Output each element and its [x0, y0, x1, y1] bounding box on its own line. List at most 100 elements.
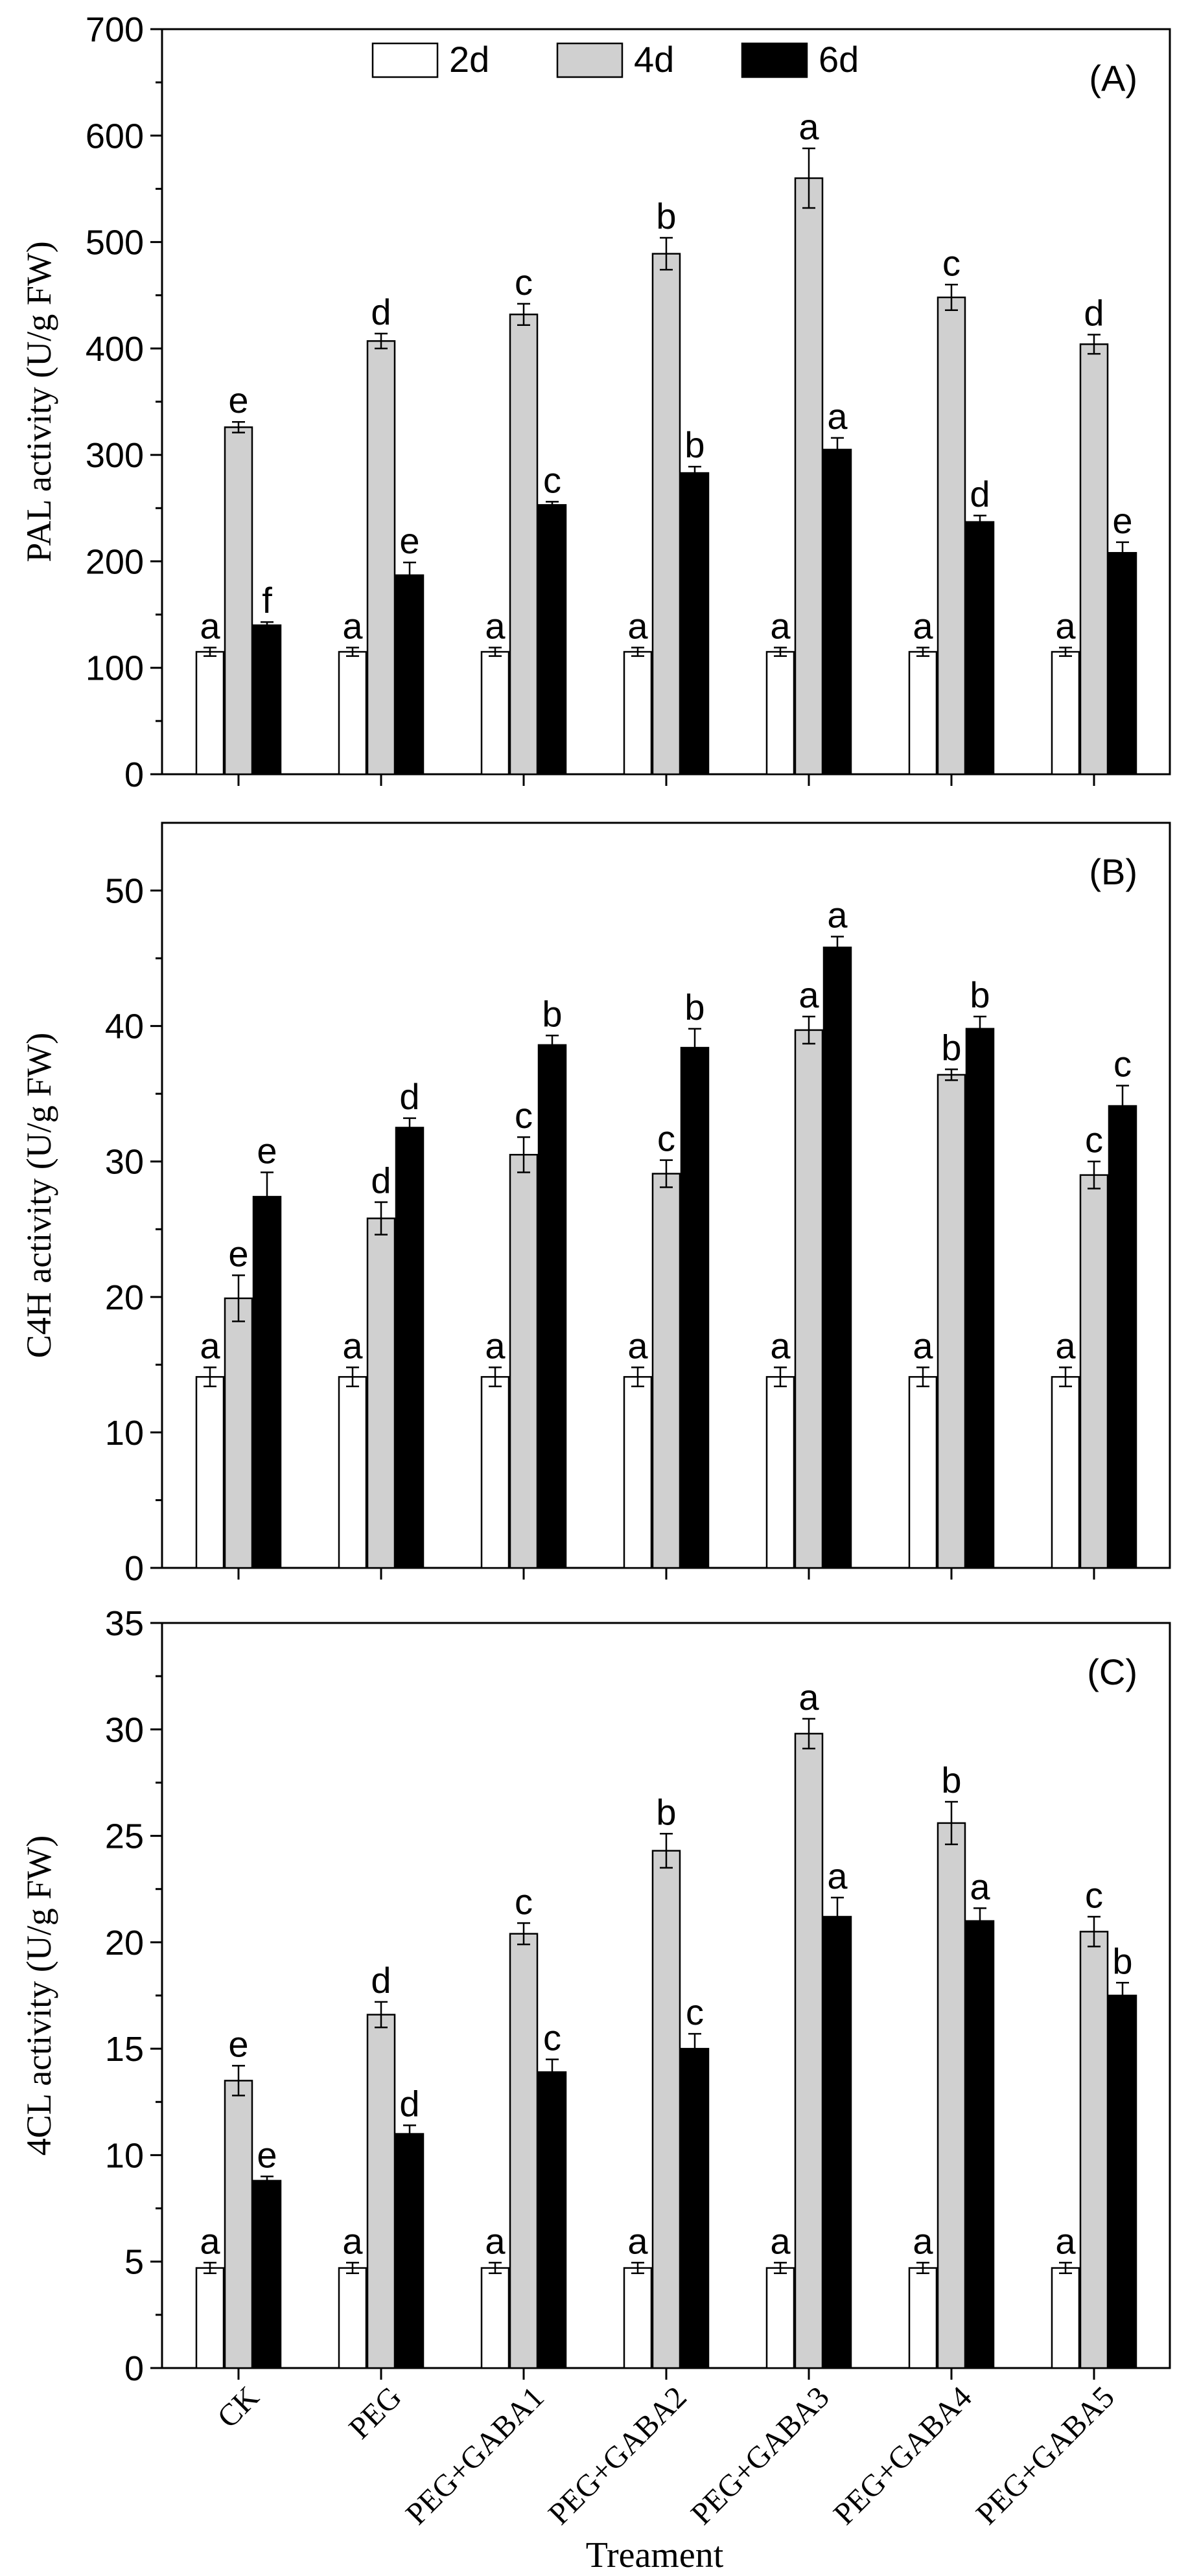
significance-letter: d: [399, 1076, 419, 1117]
bar-4d-peg-gaba3: [794, 1029, 824, 1569]
bar-6d-peg: [395, 2133, 425, 2369]
significance-letter: c: [1085, 1120, 1103, 1160]
y-tick-label: 40: [105, 1007, 144, 1046]
legend-label-2d: 2d: [449, 39, 489, 80]
significance-letter: c: [515, 262, 533, 303]
bar-4d-peg-gaba1: [509, 1933, 539, 2369]
significance-letter: a: [770, 2220, 791, 2261]
bar-6d-peg: [395, 574, 425, 776]
bar-2d-ck: [195, 2267, 225, 2369]
bar-6d-peg-gaba5: [1108, 552, 1137, 776]
x-category-label: PEG+GABA4: [827, 2380, 979, 2531]
bar-2d-peg-gaba2: [623, 2267, 653, 2369]
legend-swatch-6d: [741, 42, 808, 78]
bar-6d-ck: [252, 2179, 282, 2369]
bar-6d-peg-gaba2: [680, 472, 710, 776]
bar-2d-ck: [195, 650, 225, 776]
significance-letter: a: [342, 1326, 363, 1366]
bar-2d-peg: [338, 1375, 367, 1569]
bar-2d-peg-gaba3: [765, 650, 795, 776]
bar-6d-peg-gaba1: [537, 1044, 567, 1569]
bar-4d-peg-gaba2: [651, 1173, 681, 1569]
bar-2d-peg-gaba4: [908, 1375, 938, 1569]
bar-6d-peg-gaba4: [965, 1028, 995, 1569]
bar-4d-peg-gaba4: [937, 296, 966, 776]
y-tick-label: 10: [105, 1414, 144, 1453]
y-tick-label: 30: [105, 1143, 144, 1182]
significance-letter: a: [485, 1326, 506, 1366]
x-category-label: PEG+GABA2: [542, 2380, 693, 2531]
significance-letter: a: [827, 396, 848, 437]
y-axis-title: 4CL activity (U/g FW): [19, 1835, 58, 2156]
significance-letter: a: [827, 895, 848, 936]
significance-letter: a: [200, 2220, 220, 2261]
significance-letter: a: [1055, 1326, 1076, 1366]
significance-letter: a: [798, 974, 819, 1015]
significance-letter: d: [1084, 293, 1104, 334]
y-tick-label: 5: [124, 2243, 144, 2282]
significance-letter: a: [770, 1326, 791, 1366]
y-tick-label: 100: [86, 649, 144, 688]
x-category-label: PEG: [342, 2380, 408, 2446]
bar-2d-peg-gaba2: [623, 650, 653, 776]
y-tick-label: 600: [86, 117, 144, 155]
y-tick-label: 20: [105, 1278, 144, 1317]
bar-4d-peg-gaba4: [937, 1074, 966, 1569]
significance-letter: b: [656, 1791, 676, 1832]
bar-6d-peg-gaba3: [822, 947, 852, 1569]
bar-4d-peg-gaba5: [1079, 1174, 1109, 1569]
y-tick-label: 200: [86, 542, 144, 581]
bar-2d-peg-gaba5: [1051, 2267, 1080, 2369]
panel-3: 0 5 10 15 20 25 30 35 4CL activity (U/g FW) (C) a a…: [19, 1604, 1171, 2531]
significance-letter: b: [656, 196, 676, 236]
bar-4d-peg-gaba3: [794, 1732, 824, 2369]
significance-letter: a: [913, 2220, 933, 2261]
significance-letter: a: [913, 1326, 933, 1366]
bar-4d-peg-gaba2: [651, 1850, 681, 2369]
legend-label-6d: 6d: [819, 39, 859, 80]
significance-letter: e: [257, 2134, 277, 2175]
bar-6d-peg-gaba1: [537, 504, 567, 776]
bar-2d-peg-gaba5: [1051, 1375, 1080, 1569]
significance-letter: a: [342, 606, 363, 647]
significance-letter: a: [627, 606, 648, 647]
significance-letter: a: [770, 606, 791, 647]
y-tick-label: 500: [86, 224, 144, 262]
panel-label: (A): [1089, 58, 1137, 98]
bar-4d-peg-gaba2: [651, 253, 681, 776]
significance-letter: c: [543, 459, 561, 500]
significance-letter: e: [257, 1130, 277, 1171]
bar-6d-peg-gaba2: [680, 1046, 710, 1569]
significance-letter: b: [1112, 1940, 1132, 1981]
bar-4d-peg-gaba1: [509, 1154, 539, 1569]
bar-4d-peg: [366, 1217, 396, 1569]
bar-2d-peg-gaba1: [480, 2267, 510, 2369]
bar-2d-peg-gaba4: [908, 650, 938, 776]
y-axis-title: C4H activity (U/g FW): [19, 1033, 58, 1358]
bar-6d-ck: [252, 1195, 282, 1569]
significance-letter: a: [485, 606, 506, 647]
significance-letter: b: [970, 974, 990, 1015]
significance-letter: c: [515, 1881, 533, 1922]
significance-letter: d: [399, 2083, 419, 2124]
significance-letter: a: [798, 106, 819, 147]
significance-letter: e: [228, 2023, 248, 2064]
panel-1: 0 100 200 300 400 500 600 700 PAL activity (U/g …: [19, 10, 1171, 794]
significance-letter: a: [485, 2220, 506, 2261]
significance-letter: c: [543, 2018, 561, 2058]
bar-6d-peg-gaba1: [537, 2071, 567, 2369]
bar-6d-peg: [395, 1127, 425, 1569]
y-tick-label: 50: [105, 872, 144, 911]
significance-letter: a: [1055, 606, 1076, 647]
bar-4d-ck: [224, 426, 253, 776]
bar-4d-peg: [366, 340, 396, 776]
bar-2d-peg-gaba1: [480, 1375, 510, 1569]
bar-6d-peg-gaba3: [822, 448, 852, 776]
legend-label-4d: 4d: [634, 39, 674, 80]
significance-letter: b: [684, 424, 705, 465]
x-category-label: PEG+GABA1: [399, 2380, 551, 2531]
bar-2d-peg-gaba3: [765, 1375, 795, 1569]
y-tick-label: 15: [105, 2030, 144, 2069]
